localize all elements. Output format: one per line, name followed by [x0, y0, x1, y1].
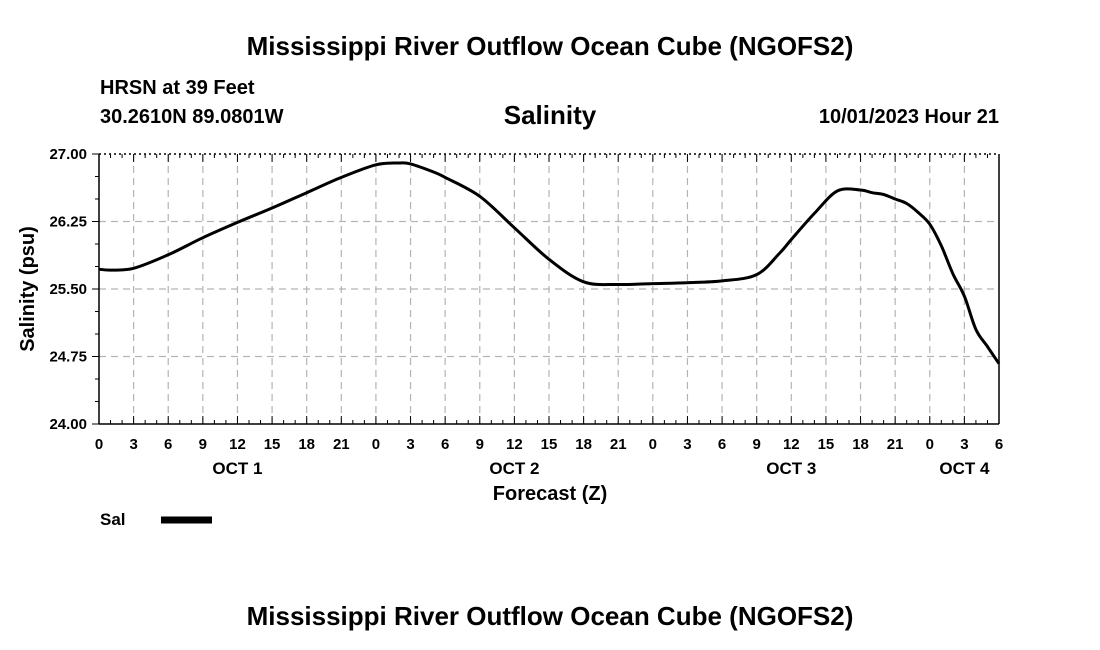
date-label: OCT 2 [489, 459, 539, 478]
chart-subtitle: Salinity [504, 100, 597, 130]
x-tick-label: 21 [333, 436, 350, 453]
x-tick-label: 6 [441, 436, 449, 453]
y-tick-label: 27.00 [49, 146, 87, 163]
x-tick-label: 9 [199, 436, 207, 453]
datetime-label: 10/01/2023 Hour 21 [818, 106, 999, 128]
x-tick-label: 21 [887, 436, 904, 453]
y-tick-label: 24.75 [49, 349, 87, 366]
x-tick-label: 3 [960, 436, 968, 453]
x-tick-label: 6 [718, 436, 726, 453]
y-tick-label: 26.25 [49, 214, 87, 231]
x-tick-label: 18 [298, 436, 315, 453]
x-tick-label: 15 [541, 436, 558, 453]
x-tick-label: 18 [575, 436, 592, 453]
x-tick-label: 0 [95, 436, 103, 453]
y-tick-label: 24.00 [49, 416, 87, 433]
x-axis-label: Forecast (Z) [493, 483, 607, 505]
legend-label: Sal [100, 510, 126, 529]
x-tick-label: 3 [683, 436, 691, 453]
coordinates-label: 30.2610N 89.0801W [100, 106, 284, 128]
y-axis-label: Salinity (psu) [17, 226, 39, 352]
chart-title-bottom: Mississippi River Outflow Ocean Cube (NG… [246, 601, 854, 631]
x-tick-label: 15 [818, 436, 835, 453]
x-tick-label: 12 [229, 436, 246, 453]
x-tick-label: 0 [372, 436, 380, 453]
series-line-sal [98, 161, 1001, 365]
x-tick-label: 0 [926, 436, 934, 453]
chart-title-top: Mississippi River Outflow Ocean Cube (NG… [246, 31, 854, 61]
date-label: OCT 1 [212, 459, 262, 478]
x-tick-label: 6 [164, 436, 172, 453]
date-label: OCT 3 [766, 459, 816, 478]
y-tick-label: 25.50 [49, 281, 87, 298]
x-tick-label: 9 [753, 436, 761, 453]
x-tick-label: 3 [406, 436, 414, 453]
x-tick-label: 18 [852, 436, 869, 453]
x-tick-label: 0 [649, 436, 657, 453]
x-tick-label: 12 [783, 436, 800, 453]
x-tick-label: 12 [506, 436, 523, 453]
x-tick-label: 9 [476, 436, 484, 453]
station-label: HRSN at 39 Feet [100, 77, 255, 99]
x-tick-label: 15 [264, 436, 281, 453]
date-label: OCT 4 [939, 459, 990, 478]
x-tick-label: 6 [995, 436, 1003, 453]
x-tick-label: 3 [129, 436, 137, 453]
x-tick-label: 21 [610, 436, 627, 453]
